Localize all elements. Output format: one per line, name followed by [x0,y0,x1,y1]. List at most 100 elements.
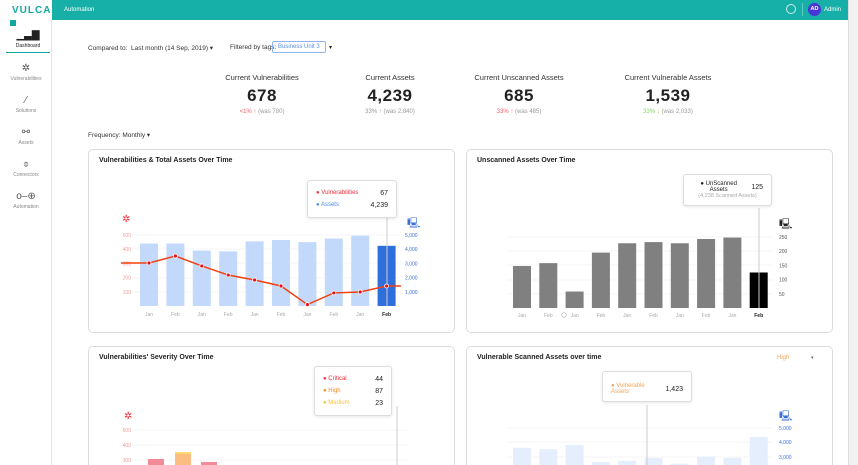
severity-select[interactable]: High [777,355,790,361]
severity-bar-critical [148,458,164,465]
settings-icon[interactable] [786,4,796,14]
x-tick-label: Jan [676,313,684,319]
bug-icon: ✲ [124,411,132,422]
user-name[interactable]: Admin [824,7,842,13]
x-tick-label: Jan [198,312,206,318]
monitor-icon: 🖳 [779,411,792,422]
x-tick-label: Feb [224,312,233,318]
sidebar-item-connectors[interactable]: ⌽ Connectors [0,159,52,178]
sidebar-item-solutions[interactable]: ⁄ Solutions [0,95,52,114]
vulnerable-assets-bar [565,444,584,465]
right-tick-label: 150 [779,263,788,269]
vulnerable-assets-bar [513,447,531,465]
vulnerable-assets-chart: 3,000 4,000 5,000 🖳 [507,405,792,465]
vulnerable-assets-bar [749,436,768,465]
vulnerability-point [146,260,152,266]
right-tick-label: 3,000 [405,261,418,267]
kpi-0: Current Vulnerabilities 678 <1% ↑ (was 780… [187,73,337,115]
avatar[interactable]: AD [808,3,821,16]
sidebar-item-vulnerabilities[interactable]: ✲ Vulnerabilities [0,63,52,82]
chart-tooltip: ● Vulnerabilities 67 ● Assets 4,239 [307,180,397,218]
unscanned-assets-card: Unscanned Assets Over Time 50 100 150 200 25… [466,149,833,333]
vulnerable-assets-bar [618,460,637,465]
kpi-change: <1% ↑ (was 780) [239,109,285,115]
vulns-assets-chart: 100 200 300 400 500 1,000 2,000 3,000 4,000 5,000… [121,214,420,318]
sidebar-item-automation[interactable]: o–⊕ Automation [0,191,52,210]
left-tick-label: 400 [123,247,132,253]
unscanned-bar [591,252,610,308]
x-tick-label: Feb [754,313,763,319]
kpi-value: 685 [504,86,534,105]
x-tick-label: Jan [356,312,364,318]
unscanned-assets-chart: 50 100 150 200 250 🖳 Jan Feb Jan Feb Jan Feb Jan Feb J… [507,208,792,319]
chevron-down-icon[interactable]: ▾ [811,355,814,361]
kpi-3: Current Vulnerable Assets 1,539 33% ↓ (was… [593,73,743,115]
kpi-change: 33% ↑ (was 2,840) [365,109,415,115]
left-tick-label: 400 [123,443,132,449]
kpi-change: 33% ↑ (was 485) [496,109,542,115]
right-tick-label: 5,000 [779,426,792,432]
asset-bar [324,238,343,306]
card-title: Unscanned Assets Over Time [477,157,576,164]
vulnerability-point [384,283,390,289]
right-tick-label: 5,000 [405,233,418,239]
monitor-icon: 🖳 [407,218,420,229]
scrollbar[interactable] [848,0,858,465]
kpi-title: Current Vulnerabilities [225,73,299,82]
tag-filter-button[interactable]: Business Unit 3 [272,41,326,53]
right-tick-label: 100 [779,278,788,284]
kpi-value: 1,539 [645,86,691,105]
frequency-select[interactable]: Frequency: Monthly ▾ [88,132,151,139]
tooltip-label: ● Assets [316,202,339,208]
vulnerability-point [278,283,284,289]
card-title: Vulnerable Scanned Assets over time [477,354,602,361]
vulnerable-assets-bar [723,457,742,465]
vulnerable-assets-bar [591,462,610,465]
chart-tooltip: ● UnScanned Assets 125 (4,238 Scanned Ass… [683,174,772,206]
x-tick-label: Feb [277,312,286,318]
chevron-down-icon[interactable]: ▾ [329,45,333,51]
top-bar: Automation AD Admin [52,0,848,20]
vulnerability-point [331,290,337,296]
logo[interactable]: VULCAN [0,0,59,20]
dashboard-logo-mark [10,20,16,26]
asset-bar [166,243,185,306]
vulnerability-point [173,253,178,259]
sidebar: ▁▃▇ Dashboard ✲ Vulnerabilities ⁄ Solutions… [0,20,52,465]
wand-icon: ⁄ [25,95,27,106]
left-tick-label: 300 [123,458,132,464]
severity-bar-critical [201,461,217,465]
flow-icon: o–⊕ [16,191,36,202]
sidebar-item-dashboard[interactable]: ▁▃▇ Dashboard [6,30,50,53]
vulnerable-assets-bar [644,457,663,465]
vulnerable-assets-bar [539,449,558,465]
sidebar-item-assets[interactable]: ⚯ Assets [0,127,52,146]
left-tick-label: 300 [123,261,132,267]
left-tick-label: 200 [123,276,132,282]
card-title: Vulnerabilities' Severity Over Time [99,354,214,361]
asset-bar [298,242,317,306]
unscanned-bar [565,291,584,308]
severity-card: Vulnerabilities' Severity Over Time 300 4… [88,346,455,465]
left-tick-label: 500 [123,428,132,434]
asset-bar [219,251,238,306]
x-tick-label: Feb [544,313,553,319]
x-tick-label: Feb [597,313,606,319]
right-tick-label: 50 [779,292,785,298]
compared-filter[interactable]: Compared to: Last month (14 Sep, 2019) ▾ [88,45,214,52]
kpi-1: Current Assets 4,239 33% ↑ (was 2,840) [315,73,465,115]
vulnerability-point [225,272,231,278]
x-tick-label: Feb [329,312,338,318]
plug-icon: ⌽ [23,159,29,170]
x-tick-label: Jan [571,313,579,319]
asset-bar [351,235,370,306]
x-tick-label: Jan [518,313,526,319]
x-tick-label: Feb [382,312,391,318]
right-tick-label: 2,000 [405,276,418,282]
chart-tooltip: ● Critical 44 ● High 87 ● Medium 23 [314,366,392,416]
bug-icon: ✲ [21,63,31,74]
vulnerability-point [252,277,258,283]
x-tick-label: Jan [728,313,736,319]
vulns-assets-card: Vulnerabilities & Total Assets Over Time… [88,149,455,333]
right-tick-label: 4,000 [405,247,418,253]
